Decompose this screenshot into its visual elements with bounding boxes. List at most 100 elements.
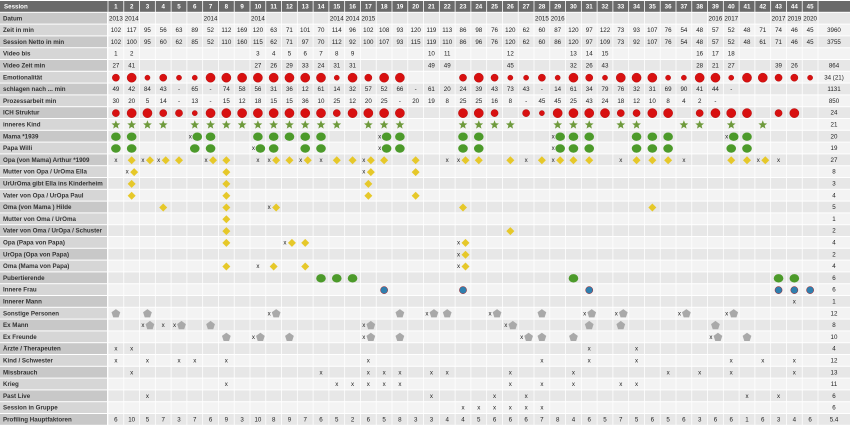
blob <box>663 144 673 153</box>
dot <box>490 109 499 117</box>
diamond <box>222 191 231 200</box>
cell-text: x <box>430 393 434 400</box>
cell-value: 115 <box>253 39 263 46</box>
star <box>158 120 168 129</box>
blob <box>473 132 484 141</box>
pentagon <box>285 332 294 342</box>
diamond <box>301 238 310 247</box>
row-label: Innere Frau <box>3 287 37 294</box>
cell-value: 15 <box>286 98 293 105</box>
label-cell <box>0 355 107 366</box>
pentagon <box>682 309 691 318</box>
row-total: 850 <box>829 98 840 105</box>
blob <box>663 132 673 141</box>
row-total: 3960 <box>827 27 841 34</box>
dot <box>333 74 340 81</box>
cell-value: 57 <box>712 39 719 46</box>
pentagon <box>729 309 739 318</box>
diamond <box>161 156 170 165</box>
blob <box>631 144 642 153</box>
row-label: inneres Kind <box>3 122 41 129</box>
cell-text: x <box>157 157 161 164</box>
session-number: 20 <box>412 4 419 11</box>
dot <box>568 72 579 83</box>
star <box>143 120 152 129</box>
cell-text: x <box>509 369 513 376</box>
dot <box>602 74 608 81</box>
row-bg <box>108 343 850 354</box>
cell-text: x <box>362 334 366 341</box>
dot <box>539 110 545 116</box>
cell-value: 36 <box>286 86 293 93</box>
cell-text: 21 <box>712 63 719 70</box>
label-cell <box>0 60 107 71</box>
row-total: 2 <box>832 251 836 258</box>
cell-text: x <box>493 393 497 400</box>
blob <box>253 132 263 141</box>
dot <box>458 108 468 118</box>
dot <box>665 74 671 81</box>
cell-text: x <box>225 358 229 365</box>
star <box>300 120 310 129</box>
row-bg <box>108 83 850 95</box>
diamond <box>222 203 231 212</box>
cell-text: 26 <box>586 63 593 70</box>
cell-value: - <box>178 86 180 93</box>
row-total: 4 <box>832 346 836 353</box>
row-label: Opa (von Mama) Arthur *1909 <box>3 157 90 164</box>
dot <box>585 73 594 82</box>
dot <box>205 72 216 83</box>
blob <box>473 144 484 153</box>
diamond <box>366 156 375 165</box>
cell-value: 110 <box>442 39 452 46</box>
cell-text: x <box>520 334 524 341</box>
session-number: 6 <box>193 4 197 11</box>
dot <box>790 73 799 82</box>
row-label: UrOpa (Opa von Papa) <box>3 251 69 258</box>
cell-value: 6 <box>587 417 591 424</box>
blob <box>381 132 392 141</box>
diamond <box>648 156 657 165</box>
cell-value: 71 <box>286 39 293 46</box>
row-bg <box>108 60 850 71</box>
cell-value: 120 <box>505 39 516 46</box>
pentagon <box>366 332 376 342</box>
dot <box>632 109 641 117</box>
cell-value: 70 <box>318 27 325 34</box>
diamond <box>272 203 281 212</box>
row-label: Mutter von Opa / UrOma Ella <box>3 169 87 176</box>
cell-text: x <box>777 157 781 164</box>
row-label: Mutter von Oma / UrOma <box>3 216 76 223</box>
cell-text: x <box>130 346 134 353</box>
cell-value: 18 <box>617 98 624 105</box>
row-total: 20 <box>831 133 838 140</box>
dot <box>126 108 137 118</box>
row-bg <box>108 95 850 107</box>
dot <box>728 74 735 81</box>
cell-value: 43 <box>491 86 498 93</box>
dot <box>284 72 295 83</box>
session-number: 13 <box>302 4 309 11</box>
diamond <box>287 238 296 247</box>
pentagon <box>429 309 439 318</box>
row-bg <box>108 355 850 366</box>
cell-text: 2017 <box>724 15 738 22</box>
cell-value: 122 <box>600 27 611 34</box>
cell-value: 61 <box>428 86 435 93</box>
cell-text: x <box>525 157 529 164</box>
cell-value: 100 <box>363 39 374 46</box>
star <box>332 120 342 129</box>
cell-value: 120 <box>253 27 264 34</box>
label-cell <box>0 319 107 331</box>
cell-text: x <box>493 405 497 412</box>
blob <box>631 132 642 141</box>
diamond <box>222 179 231 188</box>
dot <box>363 108 374 118</box>
dot <box>144 74 151 81</box>
cell-text: x <box>635 381 639 388</box>
dot <box>253 108 263 118</box>
cell-text: 5 <box>288 51 292 58</box>
cell-value: 4 <box>682 98 686 105</box>
diamond <box>364 179 373 188</box>
